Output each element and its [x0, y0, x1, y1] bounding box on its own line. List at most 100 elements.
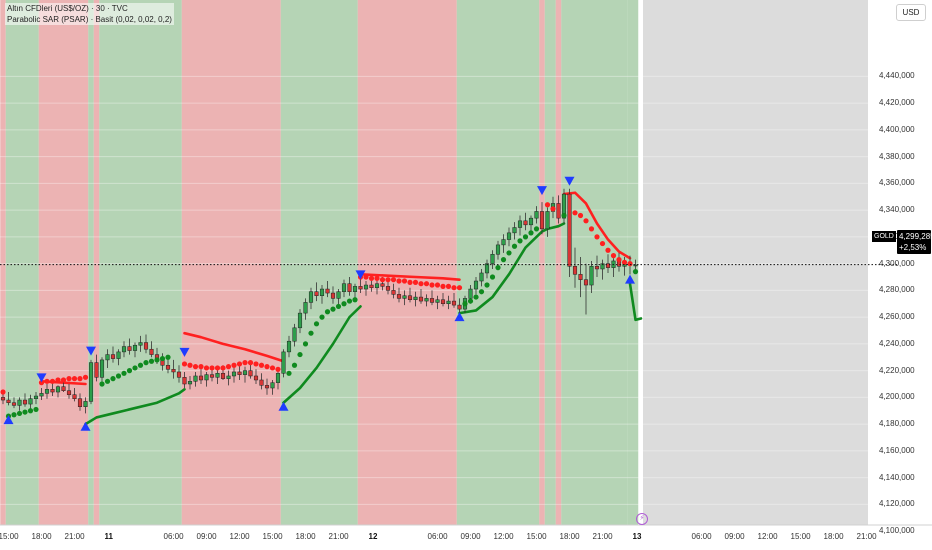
sar-dot	[313, 321, 320, 327]
candle-body	[66, 390, 72, 395]
regime-band-bull	[88, 0, 94, 525]
lightning-icon[interactable]: ⚡	[636, 513, 648, 525]
sar-dot	[126, 368, 133, 374]
candle-body	[121, 346, 127, 353]
price-tick-label: 4,160,000	[879, 445, 915, 455]
sar-dot	[297, 351, 303, 358]
time-tick-label: 09:00	[460, 532, 481, 541]
price-axis-pane	[868, 0, 932, 550]
candle-body	[44, 389, 50, 394]
sar-dot	[324, 309, 331, 315]
sar-dot	[275, 366, 281, 372]
candle-body	[501, 239, 506, 246]
candle-body	[281, 351, 286, 374]
sar-dot	[522, 234, 529, 240]
signal-arrow-down	[537, 186, 547, 196]
sar-dot	[22, 409, 28, 415]
sar-dot	[209, 365, 215, 371]
regime-band-bull	[544, 0, 556, 525]
sar-dot	[544, 202, 551, 208]
regime-band-bull	[627, 0, 639, 525]
candle-body	[424, 298, 429, 302]
sar-dot	[374, 275, 380, 281]
currency-button[interactable]: USD	[896, 4, 926, 21]
signal-arrow-up	[3, 415, 14, 425]
candle-body	[325, 288, 330, 294]
sar-dot	[401, 278, 408, 284]
sar-dot	[434, 282, 441, 288]
candle-body	[198, 375, 204, 381]
sar-line-bull	[628, 282, 643, 322]
time-tick-label: 11	[104, 532, 113, 541]
candle-body	[39, 393, 44, 397]
sar-dot	[60, 377, 67, 383]
last-price-tag: 4,299,285 +2,53%	[897, 230, 932, 254]
candle-body	[600, 263, 605, 270]
candle-body	[506, 232, 512, 240]
signal-arrow-down	[36, 373, 47, 383]
candle-body	[11, 402, 17, 406]
sar-dot	[198, 364, 204, 370]
candle-body	[105, 354, 110, 361]
candle-body	[127, 346, 132, 351]
price-tick-label: 4,420,000	[879, 98, 915, 108]
sar-dot	[187, 362, 193, 368]
sar-dot	[77, 376, 83, 382]
candle-body	[402, 295, 407, 299]
sar-dot	[352, 297, 358, 303]
price-tick-label: 4,280,000	[879, 285, 915, 295]
sar-dot	[132, 365, 138, 371]
sar-dot	[418, 281, 424, 287]
sar-dot	[341, 301, 347, 307]
candle-body	[336, 291, 341, 299]
candle-body	[347, 283, 352, 292]
sar-line-bear	[562, 191, 632, 260]
sar-dot	[588, 226, 595, 232]
time-tick-label: 09:00	[724, 532, 745, 541]
sar-dot	[231, 362, 237, 368]
signal-arrow-down	[355, 270, 366, 280]
price-change: +2,53%	[899, 243, 927, 252]
candle-body	[561, 193, 567, 219]
candle-body	[0, 397, 6, 401]
candle-body	[292, 327, 297, 342]
regime-band-bear	[38, 0, 89, 525]
sar-line-bull	[282, 305, 362, 405]
symbol-title[interactable]: Altın CFDleri (US$/OZ) · 30 · TVC	[7, 4, 128, 13]
time-tick-label: 06:00	[691, 532, 712, 541]
indicator-label[interactable]: Parabolic SAR (PSAR) · Basit (0,02, 0,02…	[7, 15, 172, 24]
sar-dot	[583, 218, 589, 224]
sar-dot	[610, 253, 617, 259]
candle-body	[418, 296, 424, 302]
sar-dot	[319, 314, 325, 320]
candle-body	[391, 290, 396, 295]
candle-body	[110, 354, 116, 359]
sar-dot	[489, 274, 496, 280]
time-tick-label: 15:00	[790, 532, 811, 541]
candle-body	[242, 370, 248, 375]
candle-body	[83, 401, 88, 407]
sar-dot	[71, 376, 78, 382]
regime-band-bull	[280, 0, 358, 525]
sar-dot	[11, 412, 17, 418]
candle-body	[220, 373, 226, 379]
sar-dot	[291, 362, 298, 368]
sar-dot	[242, 360, 248, 366]
sar-dot	[225, 364, 232, 370]
candle-body	[248, 370, 253, 377]
sar-dot	[440, 283, 446, 289]
candle-body	[314, 291, 319, 296]
sar-dot	[236, 361, 243, 367]
time-tick-label: 21:00	[328, 532, 349, 541]
candle-body	[297, 312, 303, 329]
candle-body	[385, 286, 391, 291]
sar-dot	[220, 365, 226, 371]
candle-body	[534, 211, 539, 219]
time-tick-label: 12:00	[229, 532, 250, 541]
time-tick-label: 18:00	[559, 532, 580, 541]
candle-body	[138, 342, 143, 346]
candle-body	[512, 227, 517, 234]
price-tick-label: 4,380,000	[879, 151, 915, 161]
sar-dot	[390, 277, 397, 283]
